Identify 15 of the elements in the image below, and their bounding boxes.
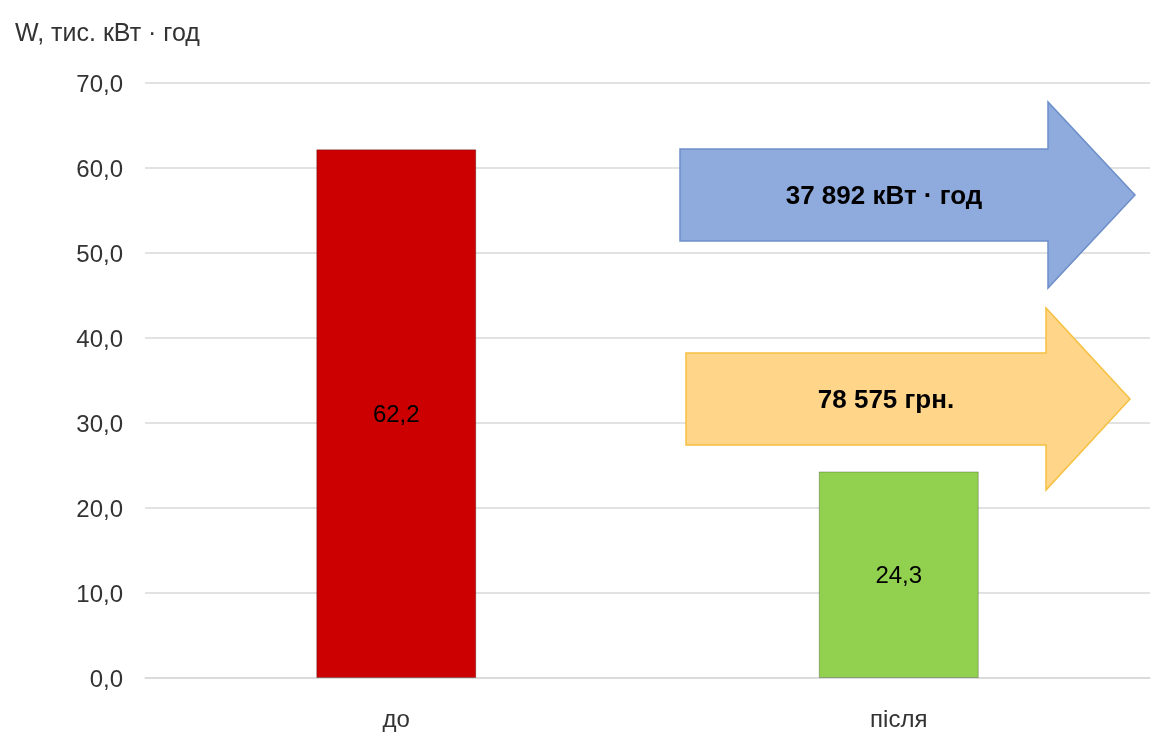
y-tick-label: 70,0 [76,69,123,97]
y-tick-label: 30,0 [76,409,123,437]
x-tick-label: після [870,704,928,732]
y-tick-label: 10,0 [76,579,123,607]
y-axis-title: W, тис. кВт · год [15,17,201,46]
data-label: 24,3 [875,561,923,589]
y-tick-label: 0,0 [89,664,123,692]
x-tick-label: до [382,704,410,732]
y-tick-label: 60,0 [76,154,123,182]
annotation: 78 575 грн. [817,384,955,414]
y-tick-label: 40,0 [76,324,123,352]
y-tick-label: 20,0 [76,494,123,522]
data-label: 62,2 [372,400,420,428]
y-tick-label: 50,0 [76,239,123,267]
annotation: 37 892 кВт · год [785,180,983,210]
